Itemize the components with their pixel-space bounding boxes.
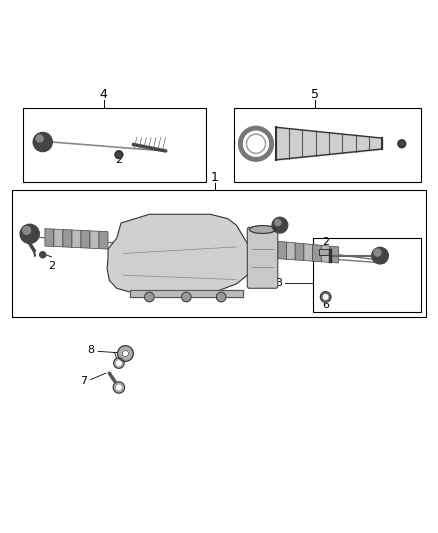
- Polygon shape: [107, 214, 252, 295]
- Polygon shape: [90, 231, 99, 249]
- Polygon shape: [99, 231, 108, 249]
- Circle shape: [122, 351, 128, 357]
- Circle shape: [182, 292, 191, 302]
- Circle shape: [36, 135, 43, 142]
- Circle shape: [275, 220, 281, 225]
- Polygon shape: [330, 246, 339, 263]
- Circle shape: [113, 382, 124, 393]
- Polygon shape: [72, 230, 81, 248]
- Polygon shape: [278, 241, 286, 259]
- Circle shape: [272, 217, 288, 233]
- Text: 5: 5: [311, 88, 319, 101]
- Text: 8: 8: [87, 345, 94, 356]
- Text: 3: 3: [276, 278, 283, 288]
- Circle shape: [247, 134, 265, 154]
- Circle shape: [321, 292, 331, 302]
- Circle shape: [115, 151, 123, 158]
- Text: 7: 7: [80, 376, 87, 386]
- Polygon shape: [295, 243, 304, 261]
- Circle shape: [117, 385, 121, 390]
- Polygon shape: [54, 229, 63, 247]
- Text: 2: 2: [322, 237, 329, 247]
- FancyBboxPatch shape: [319, 249, 330, 255]
- Text: 1: 1: [211, 171, 219, 184]
- Text: 2: 2: [115, 155, 123, 165]
- Circle shape: [33, 133, 52, 151]
- Polygon shape: [45, 229, 54, 246]
- Circle shape: [216, 292, 226, 302]
- Ellipse shape: [250, 225, 276, 233]
- Text: 4: 4: [100, 88, 108, 101]
- Polygon shape: [313, 245, 321, 262]
- Text: 2: 2: [48, 261, 55, 271]
- Polygon shape: [81, 230, 90, 248]
- Circle shape: [398, 140, 406, 148]
- Circle shape: [114, 358, 124, 368]
- Polygon shape: [63, 230, 72, 247]
- Circle shape: [117, 346, 133, 361]
- FancyBboxPatch shape: [247, 228, 278, 288]
- Circle shape: [117, 361, 121, 365]
- Circle shape: [374, 249, 381, 256]
- Circle shape: [20, 224, 39, 244]
- Polygon shape: [304, 244, 313, 261]
- Circle shape: [372, 247, 389, 264]
- Circle shape: [40, 252, 46, 258]
- Circle shape: [323, 295, 328, 299]
- Polygon shape: [286, 242, 295, 260]
- Circle shape: [145, 292, 154, 302]
- Circle shape: [23, 227, 31, 235]
- Polygon shape: [321, 245, 330, 262]
- Text: 6: 6: [322, 300, 329, 310]
